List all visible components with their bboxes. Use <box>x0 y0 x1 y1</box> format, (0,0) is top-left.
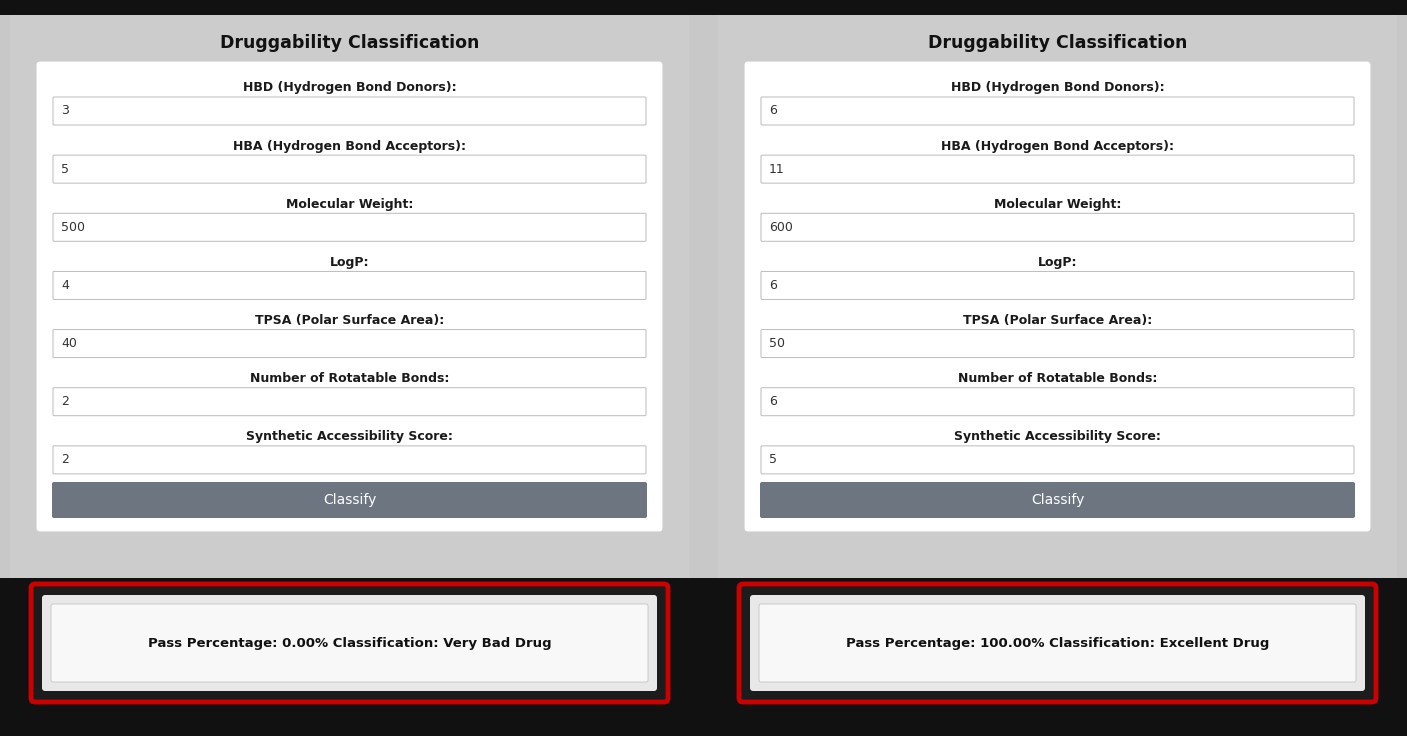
FancyBboxPatch shape <box>761 213 1354 241</box>
Text: 4: 4 <box>61 279 69 292</box>
Text: 6: 6 <box>770 105 777 118</box>
Text: 5: 5 <box>61 163 69 176</box>
FancyBboxPatch shape <box>53 446 646 474</box>
Text: 2: 2 <box>61 395 69 408</box>
FancyBboxPatch shape <box>761 97 1354 125</box>
Text: 11: 11 <box>770 163 785 176</box>
Bar <box>0 578 1407 736</box>
Text: Classify: Classify <box>1031 493 1085 507</box>
FancyBboxPatch shape <box>53 97 646 125</box>
Text: 500: 500 <box>61 221 84 234</box>
Text: TPSA (Polar Surface Area):: TPSA (Polar Surface Area): <box>962 314 1152 327</box>
Text: Druggability Classification: Druggability Classification <box>219 34 480 52</box>
Text: Pass Percentage: 0.00% Classification: Very Bad Drug: Pass Percentage: 0.00% Classification: V… <box>148 637 552 649</box>
Text: HBA (Hydrogen Bond Acceptors):: HBA (Hydrogen Bond Acceptors): <box>234 140 466 152</box>
Text: Pass Percentage: 100.00% Classification: Excellent Drug: Pass Percentage: 100.00% Classification:… <box>846 637 1269 649</box>
FancyBboxPatch shape <box>761 272 1354 300</box>
Text: 3: 3 <box>61 105 69 118</box>
Text: LogP:: LogP: <box>1038 256 1078 269</box>
FancyBboxPatch shape <box>31 584 668 702</box>
Text: 50: 50 <box>770 337 785 350</box>
FancyBboxPatch shape <box>760 482 1355 518</box>
FancyBboxPatch shape <box>53 388 646 416</box>
Text: HBA (Hydrogen Bond Acceptors):: HBA (Hydrogen Bond Acceptors): <box>941 140 1173 152</box>
FancyBboxPatch shape <box>761 155 1354 183</box>
Text: HBD (Hydrogen Bond Donors):: HBD (Hydrogen Bond Donors): <box>951 82 1165 94</box>
FancyBboxPatch shape <box>744 61 1370 532</box>
Text: Classify: Classify <box>322 493 376 507</box>
FancyBboxPatch shape <box>53 330 646 358</box>
FancyBboxPatch shape <box>758 604 1356 682</box>
FancyBboxPatch shape <box>42 595 657 691</box>
FancyBboxPatch shape <box>718 15 1397 578</box>
Text: LogP:: LogP: <box>329 256 369 269</box>
Text: Molecular Weight:: Molecular Weight: <box>993 198 1121 210</box>
FancyBboxPatch shape <box>761 446 1354 474</box>
Text: Synthetic Accessibility Score:: Synthetic Accessibility Score: <box>246 431 453 443</box>
FancyBboxPatch shape <box>761 330 1354 358</box>
FancyBboxPatch shape <box>739 584 1376 702</box>
FancyBboxPatch shape <box>53 155 646 183</box>
FancyBboxPatch shape <box>750 595 1365 691</box>
Text: Synthetic Accessibility Score:: Synthetic Accessibility Score: <box>954 431 1161 443</box>
Text: 40: 40 <box>61 337 77 350</box>
Text: 6: 6 <box>770 395 777 408</box>
FancyBboxPatch shape <box>53 213 646 241</box>
Text: TPSA (Polar Surface Area):: TPSA (Polar Surface Area): <box>255 314 445 327</box>
FancyBboxPatch shape <box>51 604 649 682</box>
Text: Molecular Weight:: Molecular Weight: <box>286 198 414 210</box>
FancyBboxPatch shape <box>53 272 646 300</box>
Text: 5: 5 <box>770 453 777 467</box>
Bar <box>0 0 1407 15</box>
FancyBboxPatch shape <box>761 388 1354 416</box>
Text: 2: 2 <box>61 453 69 467</box>
FancyBboxPatch shape <box>10 15 689 578</box>
FancyBboxPatch shape <box>37 61 663 532</box>
Text: 6: 6 <box>770 279 777 292</box>
Text: Number of Rotatable Bonds:: Number of Rotatable Bonds: <box>958 372 1157 385</box>
Text: 600: 600 <box>770 221 794 234</box>
Text: Number of Rotatable Bonds:: Number of Rotatable Bonds: <box>250 372 449 385</box>
Text: HBD (Hydrogen Bond Donors):: HBD (Hydrogen Bond Donors): <box>242 82 456 94</box>
Text: Druggability Classification: Druggability Classification <box>927 34 1188 52</box>
FancyBboxPatch shape <box>52 482 647 518</box>
